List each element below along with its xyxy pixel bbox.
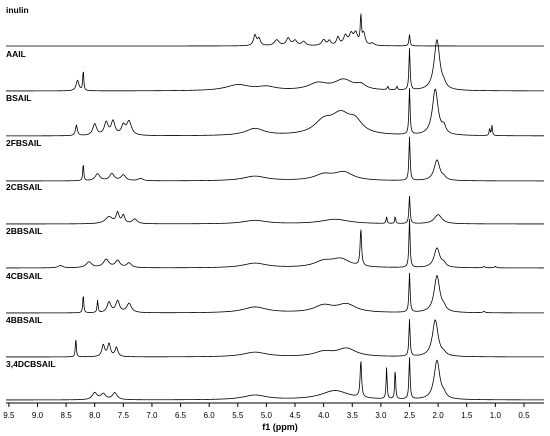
- series-label: 3,4DCBSAIL: [6, 359, 56, 369]
- x-tick-label: 5.5: [232, 411, 244, 420]
- x-tick-label: 9.5: [3, 411, 15, 420]
- series-label: BSAIL: [6, 93, 32, 103]
- series-label: 2BBSAIL: [6, 226, 42, 236]
- series-label: inulin: [6, 5, 29, 15]
- spectrum-series: BSAIL: [6, 88, 544, 137]
- x-axis-ticks: 9.5 9.0 8.5 8.0 7.5 7.0 6.5 6.0 5.5 5.0 4.5 4.0 3.5 3…: [3, 403, 530, 420]
- spectrum-series: inulin: [6, 5, 544, 47]
- x-tick-label: 4.5: [289, 411, 301, 420]
- spectrum-series: 3,4DCBSAIL: [6, 357, 544, 401]
- x-tick-label: 6.5: [175, 411, 187, 420]
- spectrum-series: 2BBSAIL: [6, 218, 544, 269]
- spectrum-line: [6, 195, 544, 225]
- x-tick-label: 7.0: [146, 411, 158, 420]
- x-tick-label: 0.5: [518, 411, 530, 420]
- spectrum-line: [6, 38, 544, 92]
- spectrum-line: [6, 319, 544, 358]
- x-tick-label: 3.0: [375, 411, 387, 420]
- x-tick-label: 8.5: [61, 411, 73, 420]
- x-tick-label: 8.0: [89, 411, 101, 420]
- series-label: AAIL: [6, 49, 26, 59]
- x-tick-label: 2.0: [433, 411, 445, 420]
- x-tick-label: 9.0: [32, 411, 44, 420]
- spectrum-line: [6, 218, 544, 269]
- spectrum-series: 4BBSAIL: [6, 315, 544, 358]
- series-label: 4BBSAIL: [6, 315, 42, 325]
- spectrum-line: [6, 357, 544, 401]
- spectrum-series: 2CBSAIL: [6, 182, 544, 225]
- x-tick-label: 1.5: [461, 411, 473, 420]
- x-tick-label: 3.5: [347, 411, 359, 420]
- x-tick-label: 4.0: [318, 411, 330, 420]
- x-tick-label: 2.5: [404, 411, 416, 420]
- spectrum-series: 4CBSAIL: [6, 271, 544, 314]
- x-axis: 9.5 9.0 8.5 8.0 7.5 7.0 6.5 6.0 5.5 5.0 4.5 4.0 3.5 3…: [3, 402, 544, 432]
- series-label: 2FBSAIL: [6, 138, 41, 148]
- spectrum-series: 2FBSAIL: [6, 136, 544, 182]
- spectrum-line: [6, 272, 544, 314]
- x-tick-label: 5.0: [261, 411, 273, 420]
- spectrum-series: AAIL: [6, 38, 544, 92]
- x-tick-label: 1.0: [490, 411, 502, 420]
- spectra-traces: inulin AAIL BSAIL 2FBSAIL 2CBSAIL 2BBSAIL 4CBS…: [6, 5, 544, 401]
- spectrum-line: [6, 136, 544, 182]
- spectrum-line: [6, 88, 544, 137]
- x-axis-label: f1 (ppm): [262, 422, 298, 432]
- x-tick-label: 6.0: [204, 411, 216, 420]
- series-label: 2CBSAIL: [6, 182, 42, 192]
- spectrum-line: [6, 13, 544, 47]
- x-tick-label: 7.5: [118, 411, 130, 420]
- series-label: 4CBSAIL: [6, 271, 42, 281]
